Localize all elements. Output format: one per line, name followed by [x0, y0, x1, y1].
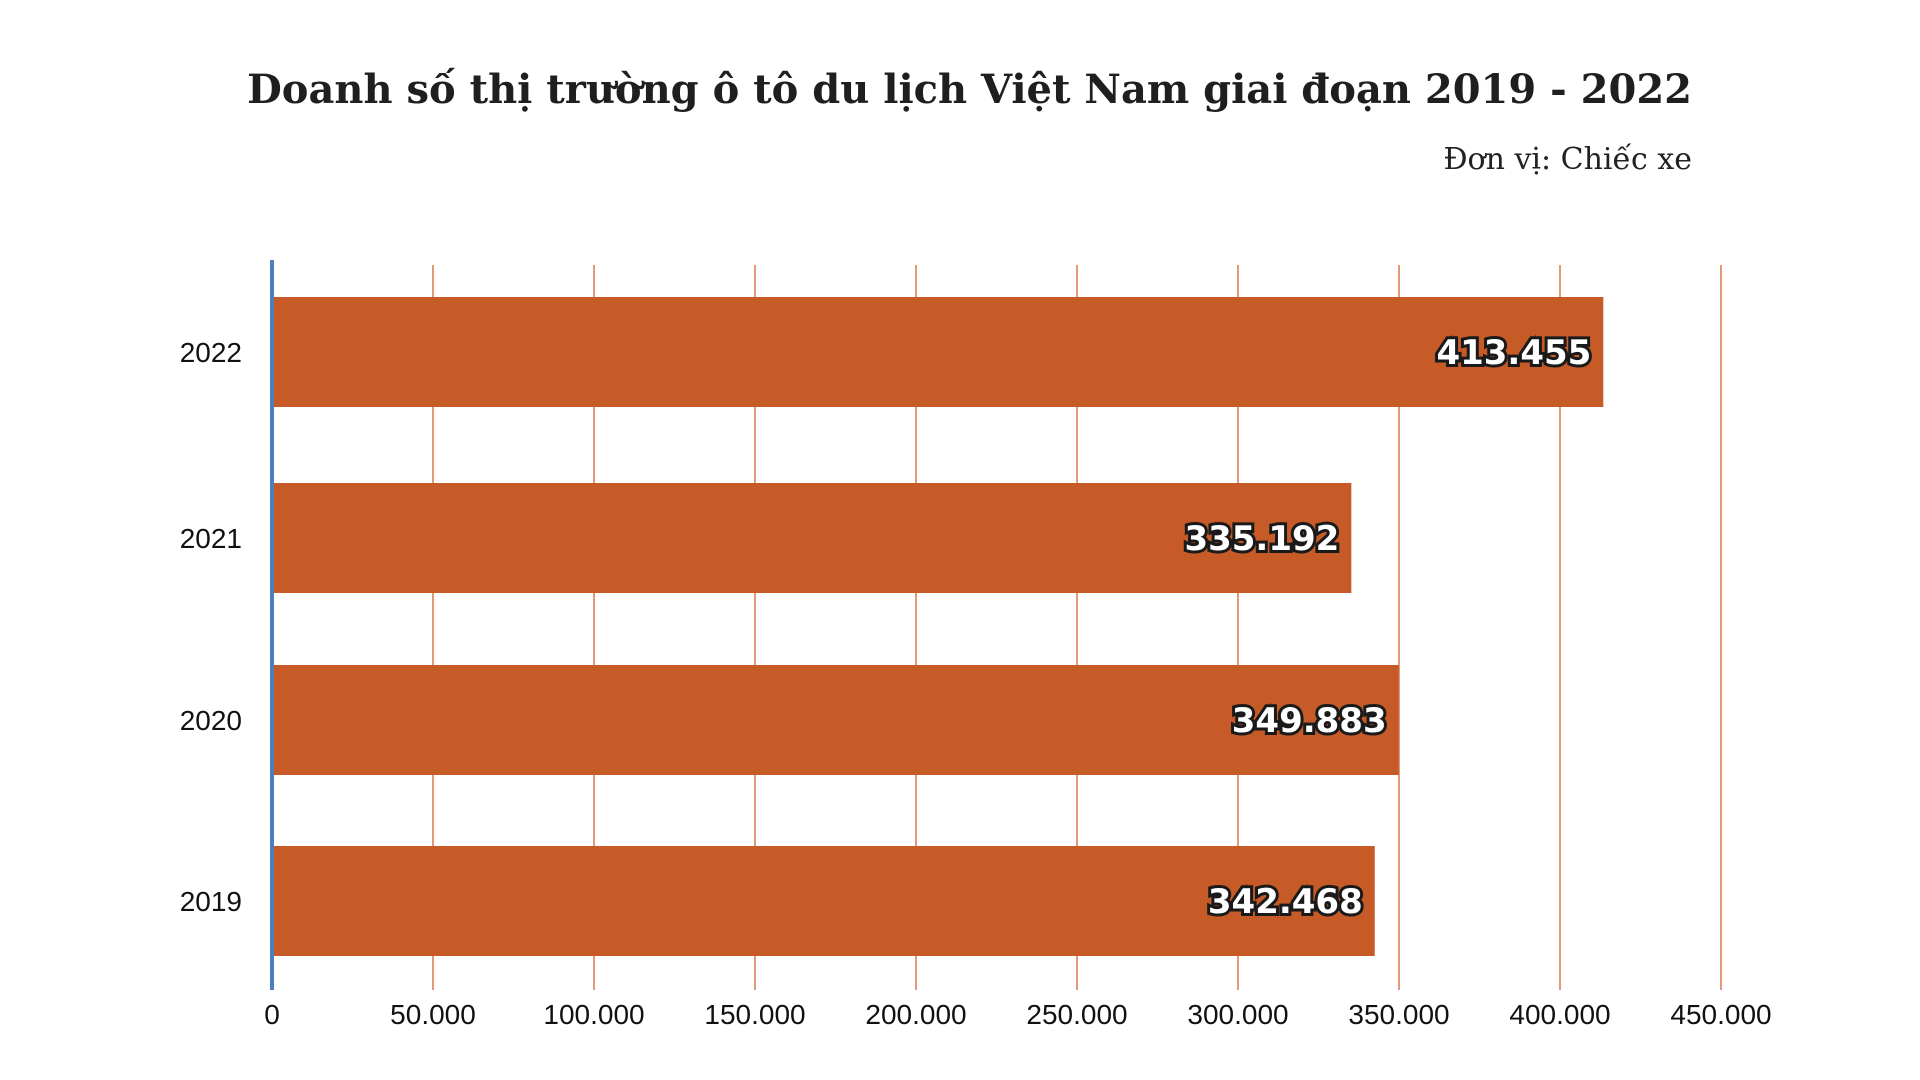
- x-tick-label: 200.000: [865, 999, 966, 1030]
- value-label-2020: 349.883: [1232, 701, 1387, 741]
- unit-label: Đơn vị: Chiếc xe: [1443, 142, 1692, 177]
- category-label-2019: 2019: [180, 886, 242, 917]
- value-label-2022: 413.455: [1436, 333, 1591, 373]
- bar-2019: [272, 846, 1375, 956]
- x-tick-labels: 0 50.000 100.000 150.000 200.000 250.000 300.0…: [264, 999, 1771, 1030]
- x-tick-label: 450.000: [1670, 999, 1771, 1030]
- x-tick-label: 100.000: [543, 999, 644, 1030]
- chart-title: Doanh số thị trường ô tô du lịch Việt Na…: [247, 66, 1692, 113]
- category-label-2020: 2020: [180, 705, 242, 736]
- x-tick-label: 250.000: [1026, 999, 1127, 1030]
- x-tick-label: 150.000: [704, 999, 805, 1030]
- category-label-2021: 2021: [180, 523, 242, 554]
- bar-2020: [272, 665, 1399, 775]
- x-tick-label: 300.000: [1187, 999, 1288, 1030]
- value-label-2019: 342.468: [1208, 882, 1363, 922]
- x-tick-label: 400.000: [1509, 999, 1610, 1030]
- category-labels: 2022 2021 2020 2019: [180, 337, 242, 917]
- x-tick-label: 50.000: [390, 999, 476, 1030]
- value-label-2021: 335.192: [1184, 519, 1339, 559]
- bars: [272, 297, 1604, 956]
- x-tick-label: 350.000: [1348, 999, 1449, 1030]
- bar-2022: [272, 297, 1604, 407]
- category-label-2022: 2022: [180, 337, 242, 368]
- x-tick-label: 0: [264, 999, 280, 1030]
- bar-2021: [272, 483, 1352, 593]
- value-labels: 413.455 335.192 349.883 342.468: [1181, 330, 1594, 925]
